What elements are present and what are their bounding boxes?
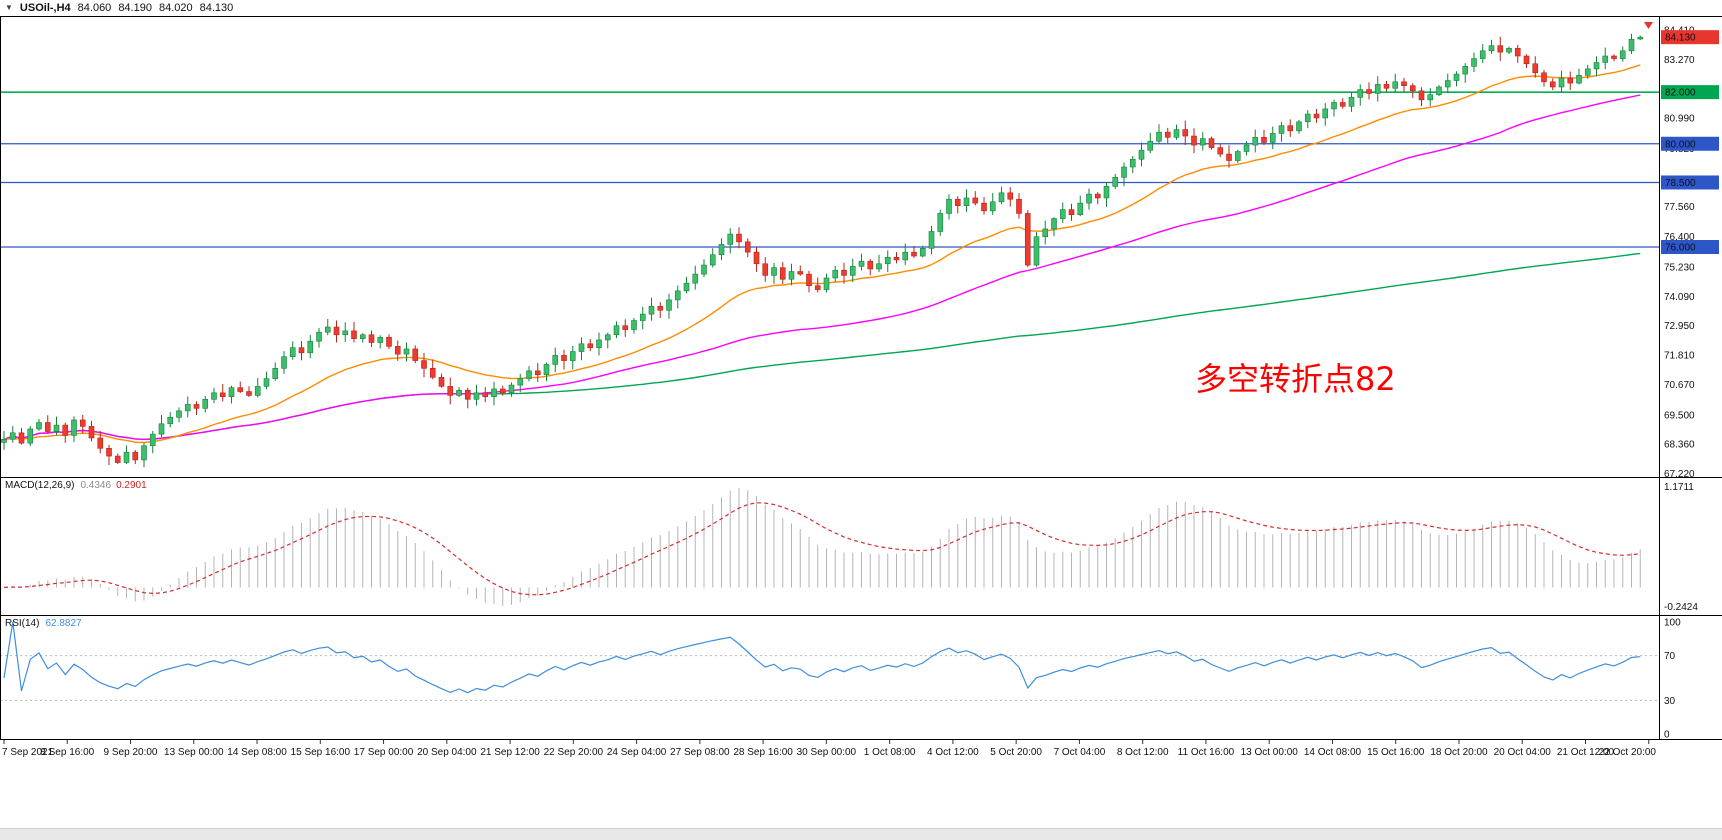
rsi-axis-labels: 100 70 30 0: [1664, 618, 1681, 741]
chart-title-bar: ▼ USOil-,H4 84.060 84.190 84.020 84.130: [0, 0, 1722, 16]
svg-text:28 Sep 16:00: 28 Sep 16:00: [733, 747, 793, 758]
macd-name: MACD(12,26,9): [5, 480, 75, 491]
ma-line-sma55: [3, 94, 1641, 441]
svg-text:67.220: 67.220: [1664, 469, 1695, 478]
rsi-canvas[interactable]: 100 70 30 0: [0, 616, 1722, 740]
svg-text:100: 100: [1664, 618, 1681, 629]
svg-text:80.990: 80.990: [1664, 114, 1695, 125]
svg-text:84.130: 84.130: [1665, 33, 1696, 44]
svg-text:30: 30: [1664, 696, 1676, 707]
horizontal-level-lines: [0, 91, 1660, 248]
time-axis: 7 Sep 2021 8 Sep 16:00 9 Sep 20:00 13 Sep 0…: [0, 740, 1722, 760]
svg-text:1.1711: 1.1711: [1664, 482, 1694, 493]
ohlc-low-value: 84.020: [158, 2, 193, 14]
svg-text:7 Oct 04:00: 7 Oct 04:00: [1054, 747, 1106, 758]
svg-text:11 Oct 16:00: 11 Oct 16:00: [1178, 747, 1235, 758]
rsi-value: 62.8827: [45, 618, 82, 629]
rsi-indicator-label: RSI(14) 62.8827: [5, 618, 82, 629]
macd-signal-line: [3, 502, 1641, 596]
svg-text:80.000: 80.000: [1665, 139, 1696, 150]
svg-text:83.270: 83.270: [1664, 55, 1695, 66]
svg-text:18 Oct 20:00: 18 Oct 20:00: [1430, 747, 1488, 758]
svg-text:70: 70: [1664, 651, 1676, 662]
svg-text:0: 0: [1664, 730, 1670, 741]
rsi-name: RSI(14): [5, 618, 40, 629]
horizontal-scrollbar[interactable]: [0, 828, 1722, 840]
svg-text:69.500: 69.500: [1664, 410, 1695, 421]
rsi-panel[interactable]: RSI(14) 62.8827 100 70 30 0: [0, 616, 1722, 740]
macd-indicator-label: MACD(12,26,9) 0.4346 0.2901: [5, 480, 147, 491]
macd-histogram: [12, 488, 1641, 606]
macd-panel[interactable]: MACD(12,26,9) 0.4346 0.2901 1.1711 -0.2424: [0, 478, 1722, 616]
symbol-timeframe-label: USOil-,H4: [19, 2, 71, 14]
bottom-area: [0, 760, 1722, 828]
svg-text:76.000: 76.000: [1665, 243, 1696, 254]
svg-text:30 Sep 00:00: 30 Sep 00:00: [797, 747, 857, 758]
svg-text:24 Sep 04:00: 24 Sep 04:00: [607, 747, 667, 758]
rsi-level-lines: [0, 655, 1660, 701]
ma-line-expanding_sma: [3, 252, 1641, 441]
svg-text:8 Sep 16:00: 8 Sep 16:00: [40, 747, 94, 758]
svg-text:21 Oct 12:00: 21 Oct 12:00: [1557, 747, 1615, 758]
svg-text:78.500: 78.500: [1665, 178, 1696, 189]
svg-text:-0.2424: -0.2424: [1664, 602, 1698, 613]
svg-text:68.360: 68.360: [1664, 440, 1695, 451]
svg-text:20 Sep 04:00: 20 Sep 04:00: [417, 747, 477, 758]
svg-text:4 Oct 12:00: 4 Oct 12:00: [927, 747, 979, 758]
svg-text:76.400: 76.400: [1664, 232, 1695, 243]
svg-text:14 Sep 08:00: 14 Sep 08:00: [227, 747, 287, 758]
main-chart-canvas[interactable]: 84.41083.27080.99079.82077.56076.40075.2…: [0, 16, 1722, 478]
svg-text:82.000: 82.000: [1665, 88, 1696, 99]
svg-text:14 Oct 08:00: 14 Oct 08:00: [1304, 747, 1362, 758]
svg-text:75.230: 75.230: [1664, 262, 1695, 273]
svg-text:70.670: 70.670: [1664, 380, 1695, 391]
ohlc-high-value: 84.190: [118, 2, 152, 14]
chart-annotation-text: 多空转折点82: [1195, 360, 1396, 398]
svg-text:1 Oct 08:00: 1 Oct 08:00: [864, 747, 916, 758]
svg-text:17 Sep 00:00: 17 Sep 00:00: [354, 747, 414, 758]
svg-text:21 Sep 12:00: 21 Sep 12:00: [480, 747, 540, 758]
svg-text:7 Sep 2021: 7 Sep 2021: [2, 747, 54, 758]
svg-text:72.950: 72.950: [1664, 321, 1695, 332]
macd-signal-value: 0.2901: [116, 480, 147, 491]
ohlc-close-value: 84.130: [199, 2, 234, 14]
svg-text:13 Oct 00:00: 13 Oct 00:00: [1241, 747, 1299, 758]
current-bar-marker-icon: [1644, 22, 1653, 29]
svg-text:27 Sep 08:00: 27 Sep 08:00: [670, 747, 730, 758]
svg-text:22 Oct 20:00: 22 Oct 20:00: [1599, 747, 1657, 758]
svg-text:22 Sep 20:00: 22 Sep 20:00: [544, 747, 604, 758]
svg-text:8 Oct 12:00: 8 Oct 12:00: [1117, 747, 1169, 758]
macd-main-value: 0.4346: [80, 480, 112, 491]
macd-axis-labels: 1.1711 -0.2424: [1664, 482, 1698, 613]
svg-text:20 Oct 04:00: 20 Oct 04:00: [1494, 747, 1552, 758]
rsi-line: [3, 621, 1641, 694]
ohlc-open-value: 84.060: [77, 2, 112, 14]
svg-text:77.560: 77.560: [1664, 202, 1695, 213]
macd-canvas[interactable]: 1.1711 -0.2424: [0, 478, 1722, 616]
svg-text:13 Sep 00:00: 13 Sep 00:00: [164, 747, 224, 758]
svg-text:5 Oct 20:00: 5 Oct 20:00: [990, 747, 1042, 758]
main-chart-panel[interactable]: 84.41083.27080.99079.82077.56076.40075.2…: [0, 16, 1722, 478]
svg-text:15 Oct 16:00: 15 Oct 16:00: [1367, 747, 1425, 758]
ma-line-ema21: [3, 64, 1641, 444]
chart-shift-marker-icon: ▼: [5, 3, 13, 12]
svg-text:9 Sep 20:00: 9 Sep 20:00: [104, 747, 158, 758]
svg-text:74.090: 74.090: [1664, 292, 1695, 303]
svg-text:15 Sep 16:00: 15 Sep 16:00: [291, 747, 351, 758]
svg-text:71.810: 71.810: [1664, 351, 1695, 362]
price-axis-tags: 84.130 82.000 80.000 78.500 76.000: [1661, 30, 1719, 254]
moving-average-lines: [3, 64, 1641, 444]
candles[interactable]: [1, 33, 1644, 468]
